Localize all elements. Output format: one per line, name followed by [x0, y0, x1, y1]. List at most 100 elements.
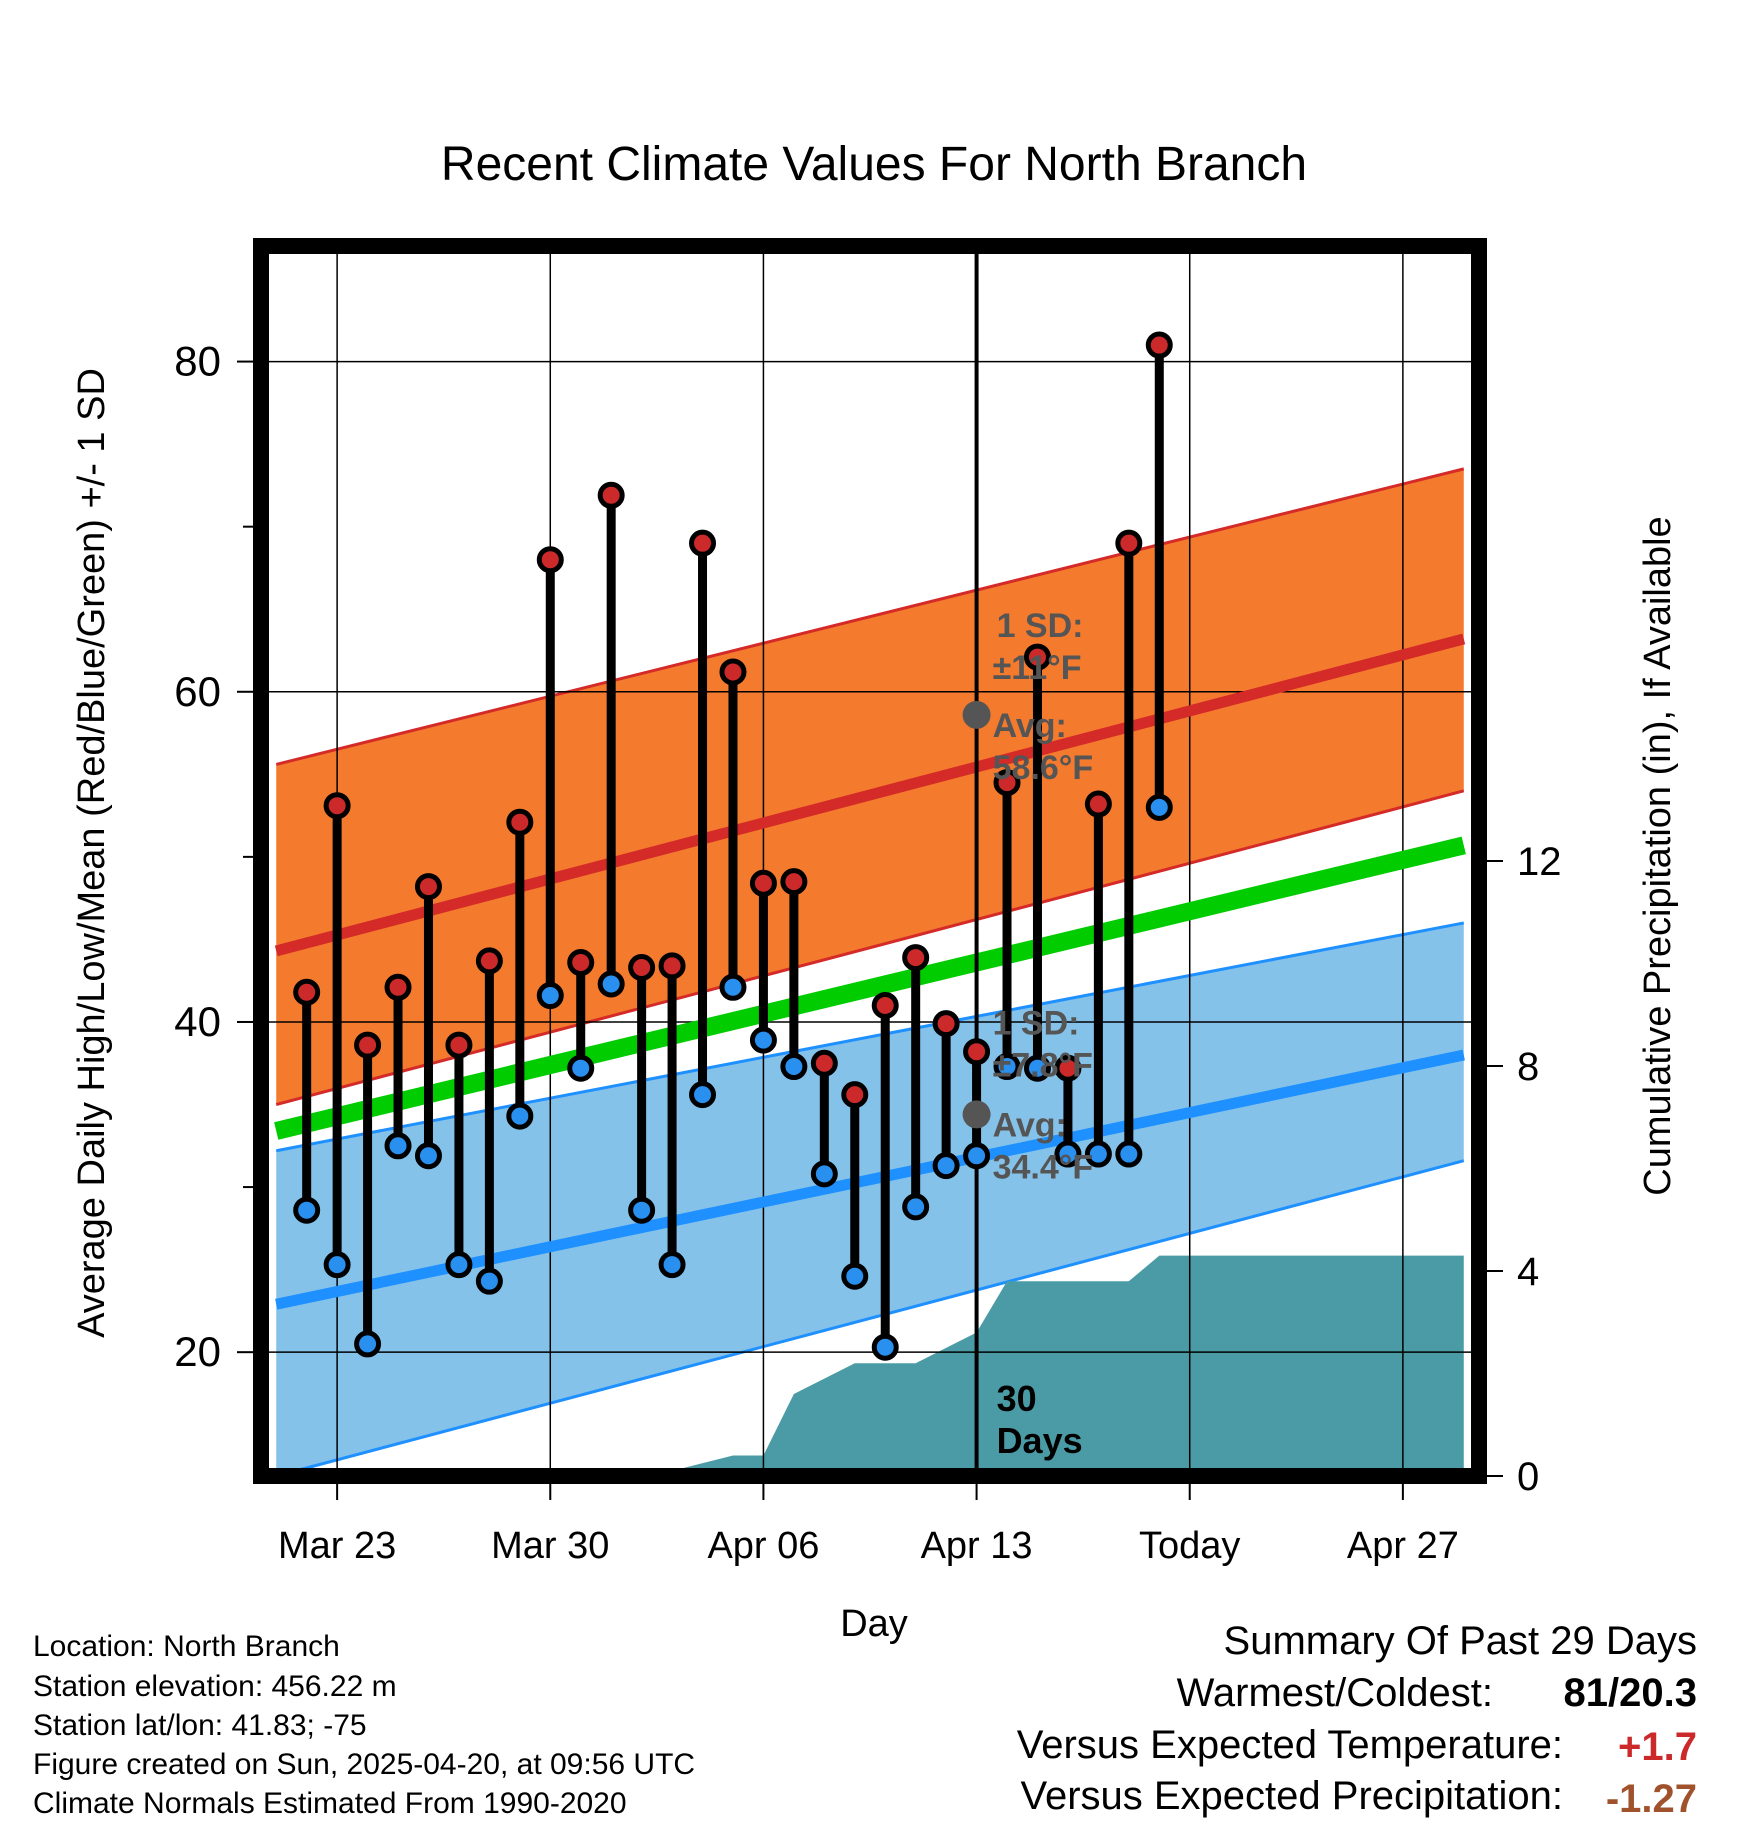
daily-high-point: [1084, 790, 1112, 818]
y-axis-label: Average Daily High/Low/Mean (Red/Blue/Gr…: [71, 368, 113, 1338]
low-sd-lower-line: [275, 1159, 1465, 1478]
y-tick-label: 60: [174, 668, 221, 715]
y-tick-label: 80: [174, 338, 221, 385]
daily-high-point: [628, 953, 656, 981]
daily-low-point: [628, 1196, 656, 1224]
daily-low-point: [1054, 1140, 1082, 1168]
daily-high-point: [963, 1038, 991, 1066]
summary-temp-value: +1.7: [1618, 1725, 1697, 1769]
daily-low-point: [323, 1251, 351, 1279]
daily-high-point: [536, 546, 564, 574]
daily-low-point: [871, 1333, 899, 1361]
high-avg-label: Avg:: [993, 707, 1067, 745]
today-low-avg-marker: [962, 1100, 991, 1129]
low-sd-value: ±7.8°F: [993, 1046, 1093, 1084]
daily-high-point: [841, 1081, 869, 1109]
daily-low-point: [293, 1196, 321, 1224]
daily-low-point: [658, 1251, 686, 1279]
daily-low-point: [932, 1152, 960, 1180]
precip-area: [276, 1255, 1464, 1476]
daily-high-point: [354, 1031, 382, 1059]
daily-high-point: [414, 873, 442, 901]
x-tick-label: Today: [1139, 1525, 1240, 1567]
summary-warm-cold-label: Warmest/Coldest:: [1177, 1671, 1493, 1715]
y2-tick-label: 8: [1517, 1045, 1539, 1089]
low-sd-upper-line: [275, 921, 1465, 1153]
daily-high-point: [993, 769, 1021, 797]
footer-normals: Climate Normals Estimated From 1990-2020: [33, 1787, 627, 1820]
daily-low-point: [719, 973, 747, 1001]
avg-low-line: [275, 1049, 1465, 1310]
summary-precip-value: -1.27: [1606, 1777, 1697, 1821]
avg-high-line: [274, 633, 1466, 957]
axes: Day Average Daily High/Low/Mean (Red/Blu…: [71, 338, 1679, 1645]
daily-low-point: [506, 1102, 534, 1130]
daily-high-point: [871, 991, 899, 1019]
low-avg-value: 34.4°F: [993, 1148, 1094, 1186]
daily-low-point: [902, 1193, 930, 1221]
daily-high-point: [597, 481, 625, 509]
window-label-days: Days: [997, 1420, 1083, 1461]
high-sd-lower-line: [275, 789, 1465, 1106]
plot-area: 1 SD: ±11°F Avg: 58.6°F 1 SD: ±7.8°F Avg: 34.4°…: [253, 238, 1487, 1484]
daily-high-point: [902, 944, 930, 972]
window-label-number: 30: [997, 1378, 1037, 1419]
y2-tick-label: 4: [1517, 1250, 1539, 1294]
daily-low-point: [810, 1160, 838, 1188]
daily-high-point: [506, 808, 534, 836]
daily-high-point: [1023, 643, 1051, 671]
summary-title: Summary Of Past 29 Days: [1224, 1619, 1697, 1663]
daily-low-point: [384, 1132, 412, 1160]
daily-low-point: [1084, 1140, 1112, 1168]
avg-mean-line: [274, 836, 1466, 1140]
summary-precip-label: Versus Expected Precipitation:: [1020, 1774, 1563, 1818]
high-sd-value: ±11°F: [993, 649, 1082, 687]
chart-title: Recent Climate Values For North Branch: [441, 138, 1307, 191]
daily-low-point: [354, 1330, 382, 1358]
y2-tick-label: 0: [1517, 1455, 1539, 1499]
x-tick-label: Apr 06: [707, 1525, 819, 1567]
daily-high-point: [293, 978, 321, 1006]
high-avg-value: 58.6°F: [993, 749, 1094, 787]
daily-low-point: [597, 970, 625, 998]
daily-high-point: [810, 1049, 838, 1077]
daily-low-point: [445, 1251, 473, 1279]
y-tick-label: 40: [174, 998, 221, 1045]
daily-high-point: [658, 952, 686, 980]
daily-low-point: [749, 1026, 777, 1054]
footer-info: Location: North Branch Station elevation…: [33, 1630, 695, 1820]
footer-elevation: Station elevation: 456.22 m: [33, 1670, 397, 1703]
daily-low-point: [567, 1054, 595, 1082]
daily-high-point: [1054, 1054, 1082, 1082]
daily-low-point: [1115, 1140, 1143, 1168]
high-sd-label: 1 SD:: [997, 607, 1084, 645]
summary-warm-cold-value: 81/20.3: [1564, 1671, 1697, 1715]
x-tick-label: Apr 27: [1347, 1525, 1459, 1567]
daily-high-point: [932, 1010, 960, 1038]
low-sd-band: [276, 922, 1464, 1476]
y-tick-label: 20: [174, 1328, 221, 1375]
daily-low-point: [993, 1053, 1021, 1081]
summary-panel: Summary Of Past 29 Days Warmest/Coldest:…: [1017, 1619, 1697, 1821]
today-high-avg-marker: [962, 700, 991, 729]
daily-high-point: [445, 1031, 473, 1059]
plot-frame: [253, 238, 1487, 1484]
high-sd-band: [276, 468, 1464, 1105]
daily-low-point: [1023, 1054, 1051, 1082]
daily-low-point: [536, 982, 564, 1010]
daily-high-point: [567, 949, 595, 977]
x-axis-label: Day: [840, 1603, 908, 1645]
low-sd-label: 1 SD:: [993, 1004, 1080, 1042]
daily-low-point: [841, 1262, 869, 1290]
daily-high-point: [719, 658, 747, 686]
daily-low-point: [1145, 793, 1173, 821]
daily-low-point: [475, 1267, 503, 1295]
footer-location: Location: North Branch: [33, 1630, 340, 1663]
daily-high-point: [689, 529, 717, 557]
daily-high-point: [475, 947, 503, 975]
daily-low-point: [963, 1142, 991, 1170]
summary-temp-label: Versus Expected Temperature:: [1017, 1723, 1563, 1767]
high-sd-upper-line: [275, 467, 1465, 766]
daily-low-point: [689, 1081, 717, 1109]
